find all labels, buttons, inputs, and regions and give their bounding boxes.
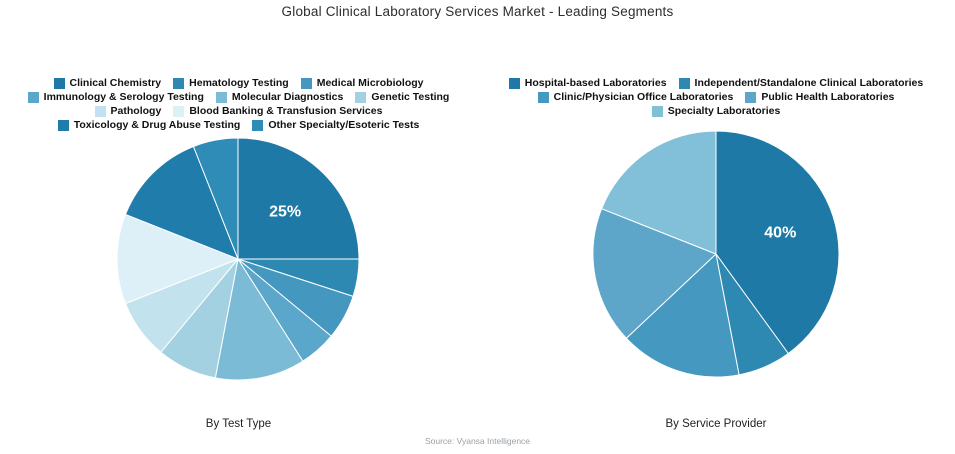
legend-item: Independent/Standalone Clinical Laborato… xyxy=(678,77,924,89)
chart-by-test-type: Clinical Chemistry Hematology Testing Medi… xyxy=(0,0,477,454)
chart-caption-test-type: By Test Type xyxy=(205,418,272,430)
pie-slice-4 xyxy=(214,258,304,381)
legend-swatch-icon xyxy=(27,91,39,103)
legend-item: Molecular Diagnostics xyxy=(215,91,344,103)
legend-item: Public Health Laboratories xyxy=(745,91,894,103)
legend-label: Hematology Testing xyxy=(189,77,289,89)
legend-item: Genetic Testing xyxy=(355,91,449,103)
legend-label: Blood Banking & Transfusion Services xyxy=(189,105,383,117)
legend-row: Clinical Chemistry Hematology Testing Medi… xyxy=(0,76,477,90)
legend-item: Specialty Laboratories xyxy=(651,105,781,117)
legend-row: Hospital-based Laboratories Independent/S… xyxy=(477,76,955,90)
legend-swatch-icon xyxy=(53,77,65,89)
chart-by-service-provider: Hospital-based Laboratories Independent/S… xyxy=(477,0,955,454)
legend-test-type: Clinical Chemistry Hematology Testing Medi… xyxy=(0,76,477,132)
legend-item: Blood Banking & Transfusion Services xyxy=(173,105,382,117)
legend-row: Pathology Blood Banking & Transfusion Ser… xyxy=(0,104,477,118)
pie-slice-7 xyxy=(116,213,239,305)
pie-test-type: 25% xyxy=(116,137,360,381)
legend-swatch-icon xyxy=(252,119,264,131)
pie-slice-0 xyxy=(715,130,840,355)
pie-slice-3 xyxy=(592,208,717,339)
legend-label: Specialty Laboratories xyxy=(667,105,781,117)
legend-label: Clinical Chemistry xyxy=(69,77,162,89)
legend-item: Hospital-based Laboratories xyxy=(508,77,667,89)
legend-label: Independent/Standalone Clinical Laborato… xyxy=(694,77,924,89)
legend-swatch-icon xyxy=(355,91,367,103)
source-note: Source: Vyansa Intelligence xyxy=(424,436,531,446)
legend-swatch-icon xyxy=(745,91,757,103)
legend-swatch-icon xyxy=(173,77,185,89)
legend-item: Immunology & Serology Testing xyxy=(27,91,204,103)
legend-swatch-icon xyxy=(537,91,549,103)
legend-swatch-icon xyxy=(678,77,690,89)
legend-row: Immunology & Serology Testing Molecular D… xyxy=(0,90,477,104)
legend-swatch-icon xyxy=(300,77,312,89)
legend-row: Clinic/Physician Office Laboratories Publ… xyxy=(477,90,955,104)
legend-swatch-icon xyxy=(94,105,106,117)
legend-item: Pathology xyxy=(94,105,162,117)
chart-caption-service-provider: By Service Provider xyxy=(665,418,767,430)
legend-label: Toxicology & Drug Abuse Testing xyxy=(73,119,241,131)
slice-percent-label: 25% xyxy=(269,203,301,220)
legend-item: Clinic/Physician Office Laboratories xyxy=(537,91,734,103)
legend-service-provider: Hospital-based Laboratories Independent/S… xyxy=(477,76,955,118)
legend-swatch-icon xyxy=(651,105,663,117)
legend-swatch-icon xyxy=(57,119,69,131)
legend-label: Clinic/Physician Office Laboratories xyxy=(553,91,734,103)
legend-swatch-icon xyxy=(173,105,185,117)
legend-item: Clinical Chemistry xyxy=(53,77,162,89)
legend-item: Medical Microbiology xyxy=(300,77,424,89)
legend-label: Public Health Laboratories xyxy=(761,91,895,103)
legend-label: Other Specialty/Esoteric Tests xyxy=(268,119,420,131)
legend-swatch-icon xyxy=(508,77,520,89)
legend-item: Other Specialty/Esoteric Tests xyxy=(252,119,419,131)
pie-slice-0 xyxy=(237,137,360,260)
legend-item: Hematology Testing xyxy=(173,77,289,89)
legend-label: Hospital-based Laboratories xyxy=(524,77,667,89)
legend-label: Immunology & Serology Testing xyxy=(43,91,204,103)
pie-slice-4 xyxy=(601,130,717,255)
pie-slice-9 xyxy=(192,137,239,260)
figure-title: Global Clinical Laboratory Services Mark… xyxy=(281,4,674,19)
pie-slice-2 xyxy=(625,253,740,378)
legend-item: Toxicology & Drug Abuse Testing xyxy=(57,119,241,131)
legend-row: Specialty Laboratories xyxy=(477,104,955,118)
legend-label: Genetic Testing xyxy=(371,91,450,103)
pie-slice-8 xyxy=(125,146,239,260)
legend-label: Medical Microbiology xyxy=(316,77,424,89)
legend-row: Toxicology & Drug Abuse Testing Other Spe… xyxy=(0,118,477,132)
legend-swatch-icon xyxy=(215,91,227,103)
legend-label: Molecular Diagnostics xyxy=(231,91,344,103)
pie-service-provider: 40% xyxy=(592,130,840,378)
legend-label: Pathology xyxy=(110,105,162,117)
slice-percent-label: 40% xyxy=(764,225,796,242)
